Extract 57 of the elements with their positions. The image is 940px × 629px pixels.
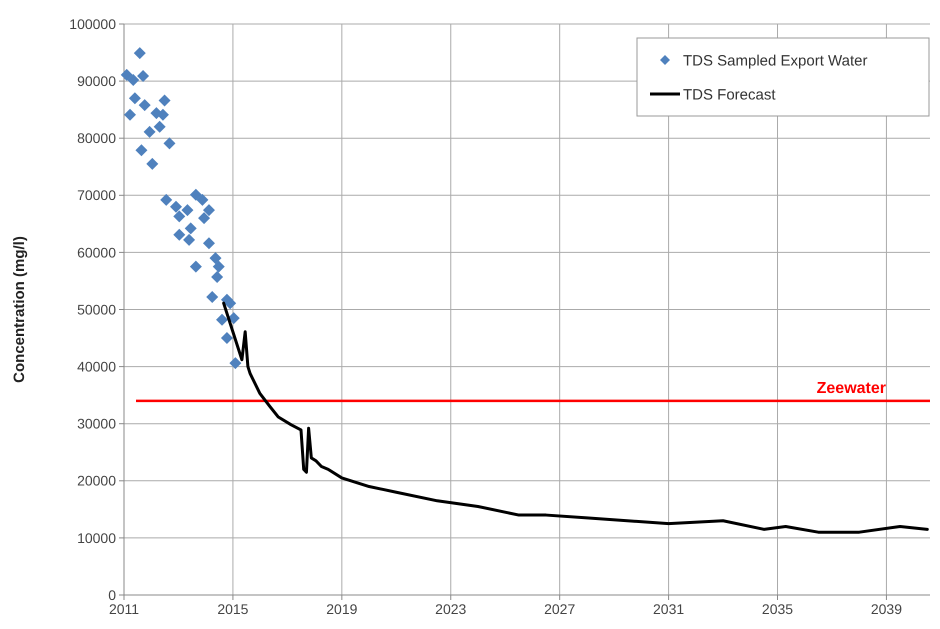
point bbox=[202, 237, 215, 250]
x-tick-label: 2031 bbox=[653, 601, 684, 617]
point bbox=[160, 194, 172, 206]
y-tick-label: 40000 bbox=[77, 358, 116, 374]
point bbox=[198, 212, 210, 224]
point bbox=[154, 120, 166, 133]
x-tick-label: 2039 bbox=[870, 601, 902, 617]
point bbox=[134, 47, 146, 60]
y-tick-label: 20000 bbox=[77, 472, 116, 489]
y-tick-label: 10000 bbox=[77, 530, 116, 546]
point bbox=[138, 99, 151, 112]
point bbox=[163, 137, 176, 150]
y-tick-label: 70000 bbox=[77, 187, 116, 204]
y-tick-label: 30000 bbox=[77, 416, 116, 432]
point bbox=[190, 260, 202, 273]
point bbox=[229, 357, 242, 370]
point bbox=[173, 228, 186, 241]
point bbox=[135, 144, 148, 156]
point bbox=[144, 126, 156, 138]
y-tick-label: 50000 bbox=[77, 301, 116, 318]
point bbox=[216, 314, 228, 326]
y-tick-label: 60000 bbox=[77, 244, 116, 260]
point bbox=[173, 210, 186, 222]
x-tick-label: 2015 bbox=[217, 601, 249, 617]
point bbox=[196, 194, 208, 206]
point bbox=[206, 290, 218, 303]
x-tick-label: 2019 bbox=[326, 601, 358, 617]
y-tick-label: 80000 bbox=[77, 130, 116, 146]
x-tick-label: 2035 bbox=[762, 601, 794, 617]
y-tick-label: 90000 bbox=[77, 73, 116, 89]
legend-label: TDS Forecast bbox=[683, 86, 776, 104]
point bbox=[190, 188, 202, 201]
point bbox=[202, 204, 215, 216]
ref-line-label: Zeewater bbox=[816, 380, 886, 397]
point bbox=[184, 222, 197, 234]
point bbox=[220, 332, 233, 344]
point bbox=[211, 270, 224, 283]
point bbox=[183, 234, 196, 246]
x-tick-label: 2011 bbox=[108, 601, 140, 617]
x-tick-label: 2027 bbox=[544, 601, 576, 617]
y-tick-label: 0 bbox=[108, 586, 116, 603]
point bbox=[181, 204, 194, 216]
x-tick-label: 2023 bbox=[435, 601, 467, 617]
point bbox=[212, 260, 225, 273]
point bbox=[224, 297, 236, 310]
point bbox=[128, 92, 141, 104]
point bbox=[137, 70, 150, 82]
y-tick-label: 100000 bbox=[69, 16, 116, 32]
point bbox=[209, 252, 222, 264]
point bbox=[158, 94, 171, 107]
y-axis-title: Concentration (mg/l) bbox=[11, 236, 28, 383]
point bbox=[146, 158, 158, 170]
point bbox=[124, 108, 136, 121]
legend-label: TDS Sampled Export Water bbox=[683, 52, 868, 70]
point bbox=[170, 200, 182, 213]
point bbox=[120, 68, 133, 81]
point bbox=[127, 74, 140, 86]
